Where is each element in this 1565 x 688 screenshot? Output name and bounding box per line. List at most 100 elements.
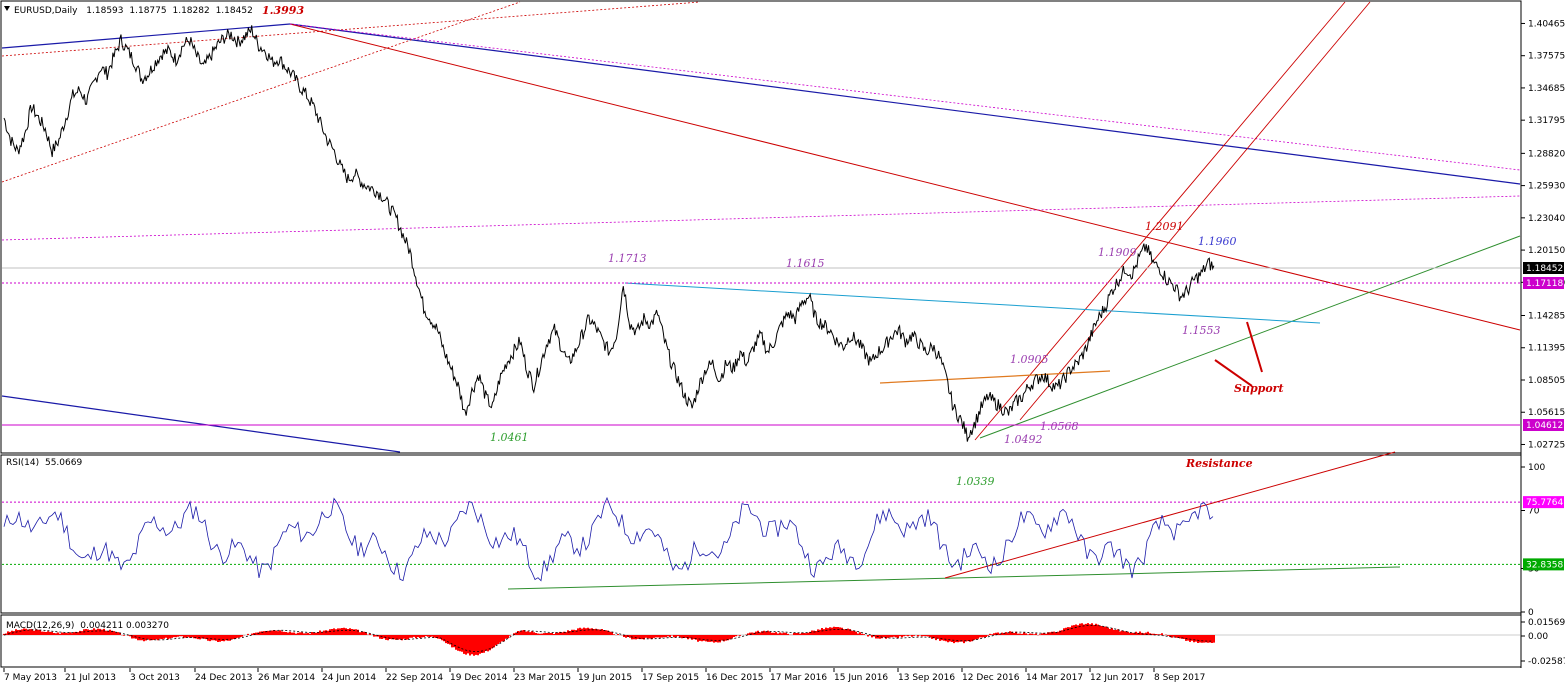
time-tick-label: 19 Jun 2015 bbox=[578, 673, 632, 683]
support-arrow-right bbox=[1246, 321, 1263, 373]
price-annotation: 1.3993 bbox=[262, 4, 304, 17]
rsi-title: RSI(14) 55.0669 bbox=[6, 458, 82, 468]
price-tick-label: 1.31795 bbox=[1528, 116, 1565, 126]
price-annotation: 1.0492 bbox=[1004, 433, 1043, 446]
macd-signal-line bbox=[3, 624, 1214, 652]
time-tick-label: 8 Sep 2017 bbox=[1154, 673, 1205, 683]
rsi-value: 55.0669 bbox=[45, 458, 82, 468]
price-annotation: 1.0339 bbox=[956, 475, 995, 488]
price-line bbox=[3, 25, 1215, 442]
rsi-pane-frame bbox=[0, 454, 1522, 614]
time-tick-label: 16 Dec 2015 bbox=[706, 673, 764, 683]
price-level-tag-bg bbox=[1523, 277, 1564, 289]
rsi-tag-upper-bg bbox=[1523, 496, 1564, 509]
red-dashed-line-upper bbox=[1, 1, 701, 57]
price-pane-frame bbox=[0, 0, 1522, 454]
current-price-tag: 1.18452 bbox=[1526, 264, 1563, 274]
ohlc-close: 1.18452 bbox=[216, 6, 253, 16]
rsi-tick-label: 100 bbox=[1528, 463, 1545, 473]
time-tick-label: 12 Dec 2016 bbox=[962, 673, 1020, 683]
blue-trendline-lower bbox=[1, 395, 401, 453]
time-tick-label: 24 Jun 2014 bbox=[322, 673, 376, 683]
resistance-label: Resistance bbox=[1185, 457, 1253, 470]
macd-tick-label: 0.00 bbox=[1528, 632, 1548, 642]
macd-title-label: MACD(12,26,9) bbox=[6, 621, 74, 631]
red-channel-upper bbox=[1019, 1, 1371, 421]
orange-line bbox=[879, 370, 1111, 384]
time-tick-label: 17 Sep 2015 bbox=[642, 673, 699, 683]
macd-tick-label: -0.025871 bbox=[1528, 657, 1565, 667]
time-tick-label: 21 Jul 2013 bbox=[65, 673, 116, 683]
rsi-tick-label: 70 bbox=[1528, 507, 1540, 517]
price-annotation: Support bbox=[1234, 382, 1284, 395]
ohlc-open: 1.18593 bbox=[86, 6, 123, 16]
price-tick-label: 1.20150 bbox=[1528, 246, 1565, 256]
price-tick-label: 1.08505 bbox=[1528, 376, 1565, 386]
macd-pane: 0.015698 0.00 -0.025871 bbox=[2, 618, 1565, 667]
current-price-tag-bg bbox=[1523, 262, 1564, 274]
macd-tick-label: 0.015698 bbox=[1528, 618, 1565, 628]
macd-values: 0.004211 0.003270 bbox=[80, 621, 169, 631]
time-tick-label: 13 Sep 2016 bbox=[898, 673, 955, 683]
time-tick-label: 26 Mar 2014 bbox=[258, 673, 315, 683]
time-tick-label: 3 Oct 2013 bbox=[130, 673, 180, 683]
time-tick-label: 17 Mar 2016 bbox=[770, 673, 827, 683]
price-tick-label: 1.28820 bbox=[1528, 149, 1565, 159]
price-tick-label: 1.14285 bbox=[1528, 312, 1565, 322]
time-axis: 7 May 2013 21 Jul 2013 3 Oct 2013 24 Dec 20… bbox=[3, 668, 1205, 683]
price-annotation: 1.1553 bbox=[1182, 324, 1221, 337]
rsi-line bbox=[3, 496, 1214, 582]
macd-histogram bbox=[3, 623, 1215, 656]
price-tick-label: 1.23040 bbox=[1528, 214, 1565, 224]
support-arrow-left bbox=[1214, 359, 1253, 387]
time-tick-label: 7 May 2013 bbox=[4, 673, 57, 683]
price-annotation: 1.0905 bbox=[1010, 353, 1049, 366]
rsi-resistance-line bbox=[944, 451, 1396, 579]
symbol-label: EURUSD bbox=[14, 6, 52, 16]
price-tick-label: 1.02725 bbox=[1528, 440, 1565, 450]
time-tick-label: 23 Mar 2015 bbox=[514, 673, 571, 683]
red-channel-lower bbox=[974, 1, 1346, 441]
magenta-dashed-line-flat bbox=[1, 195, 1521, 241]
price-annotations: 1.3993 1.1713 1.1615 1.0461 1.0339 1.04921.05… bbox=[262, 4, 1284, 488]
trendlines bbox=[1, 1, 1521, 453]
svg-text:EURUSD,Daily 1.18593: EURUSD,Daily 1.18593 1.18775 1.18282 1.1… bbox=[14, 6, 253, 16]
price-annotation: 1.1713 bbox=[608, 252, 647, 265]
price-annotation: 1.0461 bbox=[490, 431, 529, 444]
price-tick-label: 1.34685 bbox=[1528, 84, 1565, 94]
ohlc-high: 1.18775 bbox=[129, 6, 166, 16]
blue-trendline-upper-left bbox=[1, 23, 291, 49]
red-trendline-main bbox=[289, 23, 1521, 331]
price-tick-label: 1.37575 bbox=[1528, 52, 1565, 62]
price-tick-label: 1.25930 bbox=[1528, 182, 1565, 192]
rsi-title-label: RSI(14) bbox=[6, 458, 39, 468]
rsi-tag-upper: 75.7764 bbox=[1526, 498, 1563, 508]
price-annotation: 1.1960 bbox=[1198, 235, 1237, 248]
magenta-dashed-line-down bbox=[289, 23, 1521, 171]
time-tick-label: 15 Jun 2016 bbox=[834, 673, 888, 683]
price-tick-label: 1.40465 bbox=[1528, 19, 1565, 29]
price-pane-header: EURUSD,Daily 1.18593 1.18775 1.18282 1.1… bbox=[4, 6, 253, 16]
price-tick-label: 1.11395 bbox=[1528, 344, 1565, 354]
rsi-green-trendline bbox=[507, 566, 1401, 590]
rsi-tag-lower-bg bbox=[1523, 558, 1564, 571]
price-tick-label: 1.05615 bbox=[1528, 408, 1565, 418]
price-annotation: 1.0568 bbox=[1040, 420, 1079, 433]
price-tags: 1.18452 1.17118 1.04612 bbox=[1523, 262, 1564, 431]
red-dashed-line-lower bbox=[1, 1, 521, 183]
blue-trendline-upper bbox=[289, 23, 1521, 185]
time-tick-label: 12 Jun 2017 bbox=[1090, 673, 1144, 683]
price-series bbox=[3, 25, 1215, 442]
time-tick-label: 19 Dec 2014 bbox=[450, 673, 508, 683]
rsi-tick-label: 0 bbox=[1528, 608, 1534, 618]
price-level-tag: 1.04612 bbox=[1526, 421, 1563, 431]
cyan-trendline bbox=[624, 282, 1321, 324]
time-tick-label: 14 Mar 2017 bbox=[1026, 673, 1083, 683]
ohlc-low: 1.18282 bbox=[172, 6, 209, 16]
timeframe-label: Daily bbox=[55, 6, 78, 16]
price-axis: 1.40465 1.37575 1.34685 1.31795 1.28820 1.259… bbox=[1521, 19, 1565, 450]
collapse-arrow-icon[interactable] bbox=[4, 6, 10, 11]
